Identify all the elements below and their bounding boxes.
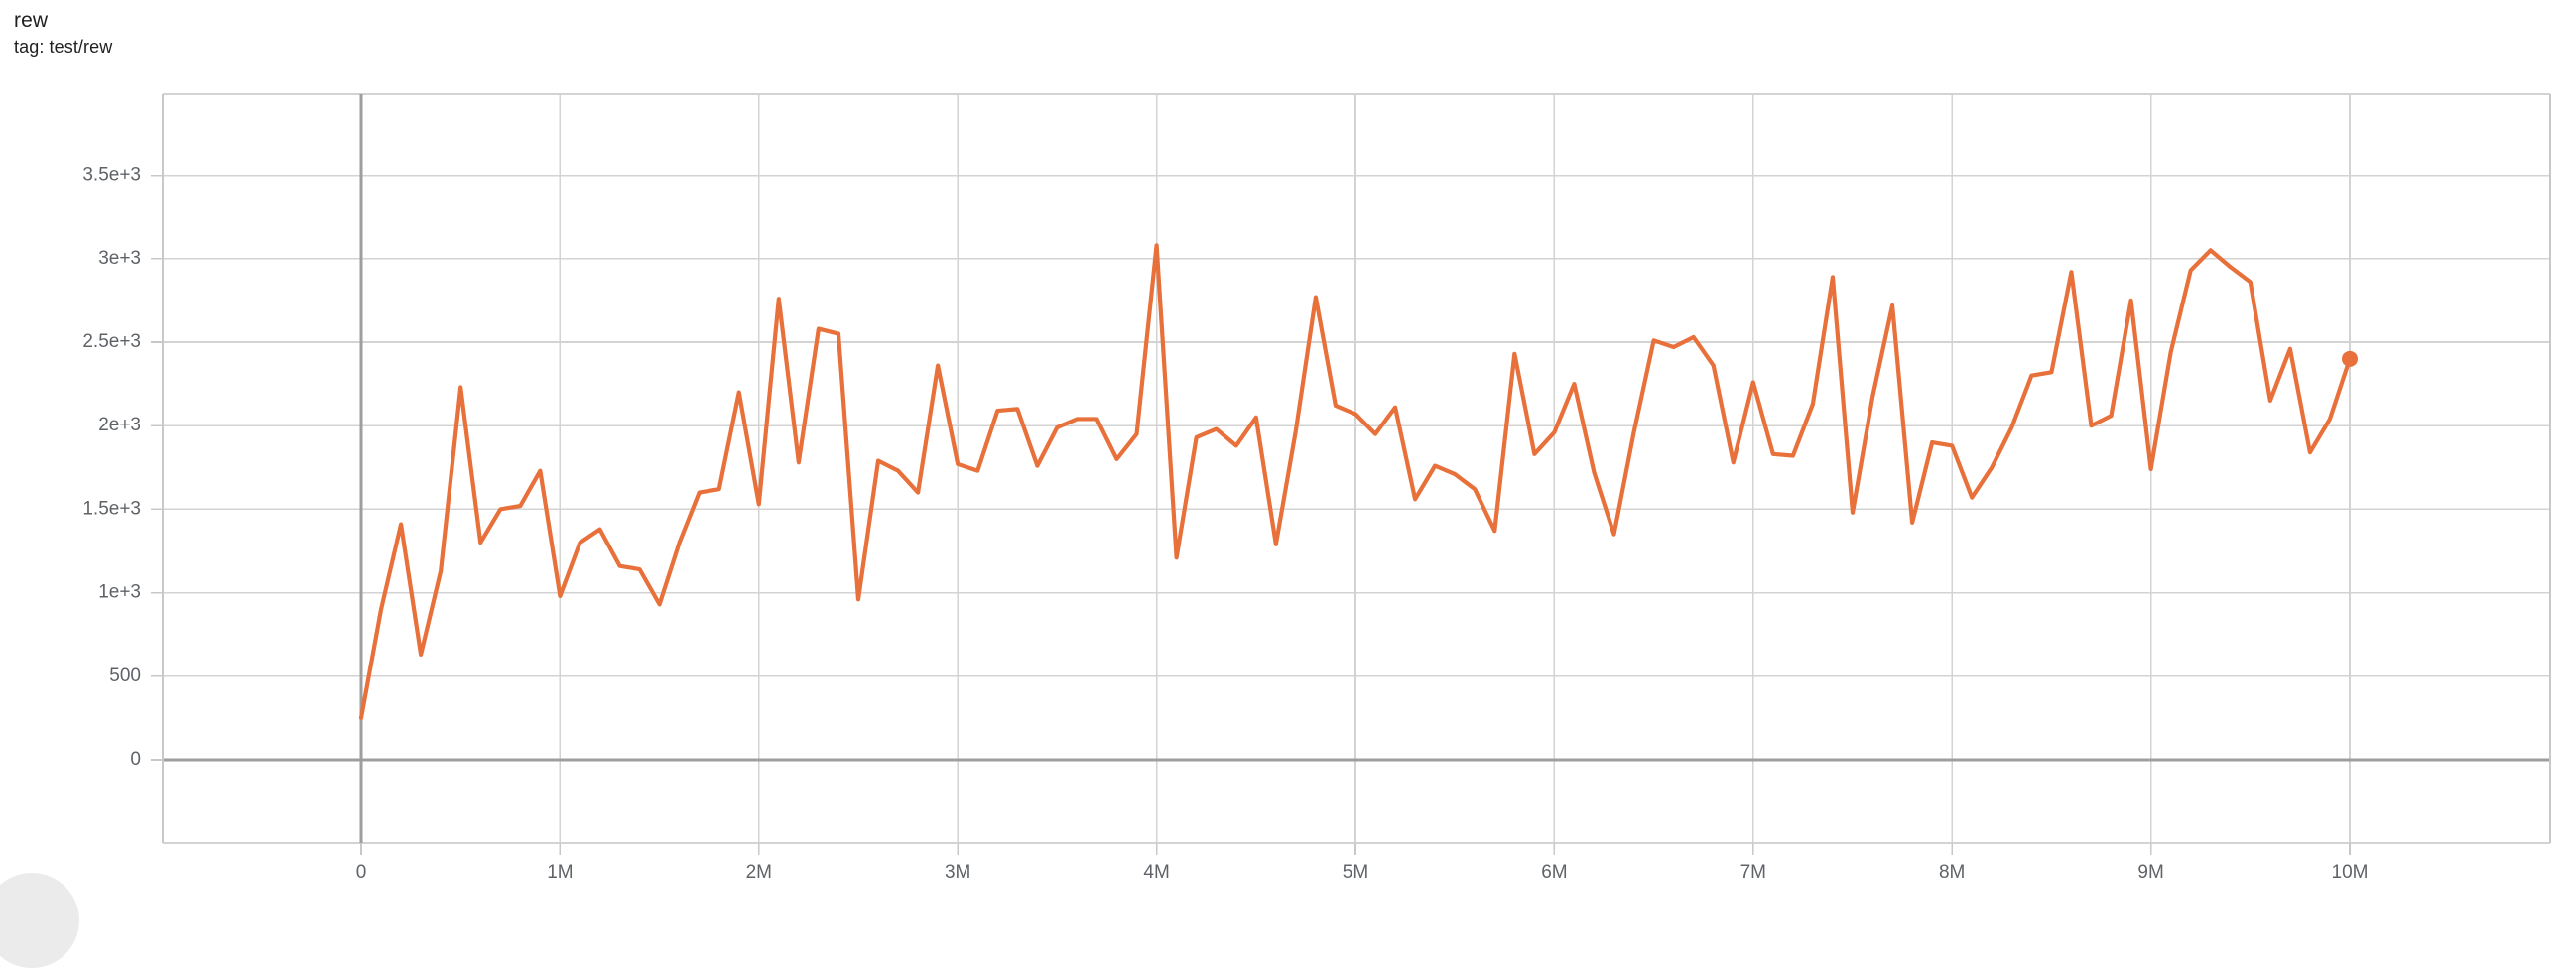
- page-title: rew: [14, 9, 49, 32]
- horizontal-gridlines: [163, 93, 2550, 844]
- series-line-test-rew[interactable]: [358, 243, 2353, 720]
- y-tick-label: 0: [130, 749, 141, 770]
- plot-area[interactable]: 0 500 1e+3 1.5e+3 2e+3 2.5e+3 3e+3 3.5e+3 0 1M 2M…: [0, 0, 2576, 897]
- x-tick-label: 5M: [1343, 862, 1368, 883]
- x-tick-label: 10M: [2332, 862, 2369, 883]
- x-tick-label: 8M: [1939, 862, 1965, 883]
- series-endpoint-marker[interactable]: [2342, 350, 2358, 367]
- y-tick-label: 3e+3: [98, 248, 141, 269]
- y-tick-label: 3.5e+3: [82, 165, 141, 185]
- x-tick-label: 9M: [2137, 862, 2163, 883]
- x-tick-label: 7M: [1740, 862, 1766, 883]
- chart-tag-label: tag: test/rew: [14, 37, 113, 58]
- y-tick-label: 2e+3: [98, 415, 141, 435]
- y-tick-label: 1.5e+3: [82, 498, 141, 519]
- x-tick-label: 2M: [746, 862, 772, 883]
- vertical-gridlines: [559, 94, 2351, 843]
- x-axis-tick-labels: 0 1M 2M 3M 4M 5M 6M 7M 8M 9M 10M: [356, 862, 2369, 883]
- y-tick-label: 2.5e+3: [82, 331, 141, 352]
- tick-marks: [151, 174, 2351, 855]
- y-tick-label: 500: [109, 666, 141, 686]
- y-tick-label: 1e+3: [98, 582, 141, 603]
- axis-lines: [162, 94, 2551, 843]
- x-tick-label: 1M: [547, 862, 573, 883]
- x-tick-label: 0: [356, 862, 367, 883]
- x-tick-label: 4M: [1143, 862, 1169, 883]
- x-tick-label: 6M: [1541, 862, 1567, 883]
- chart-header: rew tag: test/rew: [14, 8, 112, 59]
- x-tick-label: 3M: [945, 862, 970, 883]
- line-chart-svg[interactable]: 0 500 1e+3 1.5e+3 2e+3 2.5e+3 3e+3 3.5e+3 0 1M 2M…: [0, 0, 2576, 897]
- y-axis-tick-labels: 0 500 1e+3 1.5e+3 2e+3 2.5e+3 3e+3 3.5e+3: [82, 165, 141, 770]
